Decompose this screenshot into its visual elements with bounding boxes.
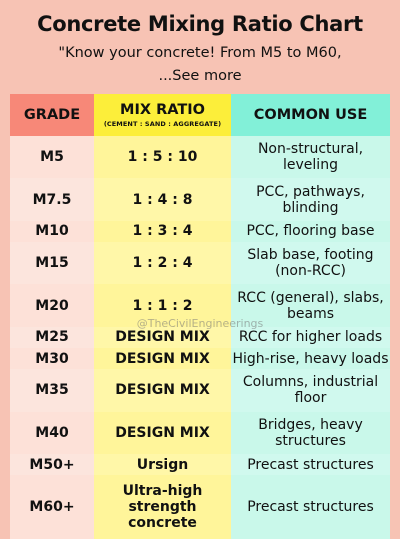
use-cell: Columns, industrial floor bbox=[231, 369, 390, 412]
table-row: M50+ Ursign Precast structures bbox=[10, 454, 390, 476]
table-row: M60+ Ultra-high strength concrete Precast … bbox=[10, 475, 390, 539]
mix-ratio-column-header: MIX RATIO (CEMENT : SAND : AGGREGATE) bbox=[94, 94, 231, 136]
table-row: M7.5 1 : 4 : 8 PCC, pathways, blinding bbox=[10, 178, 390, 221]
table-row: M40 DESIGN MIX Bridges, heavy structures bbox=[10, 411, 390, 455]
use-cell: Precast structures bbox=[231, 454, 390, 476]
use-cell: Non-structural, leveling bbox=[231, 136, 390, 179]
table-row: M10 1 : 3 : 4 PCC, flooring base bbox=[10, 220, 390, 243]
ratio-cell: 1 : 2 : 4 bbox=[94, 242, 231, 285]
grade-cell: M35 bbox=[10, 369, 94, 412]
table-row: M30 DESIGN MIX High-rise, heavy loads bbox=[10, 348, 390, 370]
table-row: M5 1 : 5 : 10 Non-structural, leveling bbox=[10, 136, 390, 179]
use-cell: RCC (general), slabs, beams bbox=[231, 284, 390, 327]
use-cell: High-rise, heavy loads bbox=[231, 348, 390, 370]
ratio-cell: 1 : 1 : 2 bbox=[94, 284, 231, 327]
caption-line: "Know your concrete! From M5 to M60, bbox=[58, 45, 342, 61]
grade-cell: M40 bbox=[10, 411, 94, 455]
grade-cell: M60+ bbox=[10, 475, 94, 539]
see-more-link[interactable]: ...See more bbox=[158, 68, 242, 84]
grade-cell: M15 bbox=[10, 242, 94, 285]
use-cell: Slab base, footing (non-RCC) bbox=[231, 242, 390, 285]
use-cell: PCC, pathways, blinding bbox=[231, 178, 390, 221]
table-row: M25 DESIGN MIX RCC for higher loads bbox=[10, 326, 390, 349]
use-cell: PCC, flooring base bbox=[231, 220, 390, 243]
ratio-cell: 1 : 4 : 8 bbox=[94, 178, 231, 221]
mix-ratio-header-note: (CEMENT : SAND : AGGREGATE) bbox=[103, 120, 222, 128]
mix-ratio-table: GRADE MIX RATIO (CEMENT : SAND : AGGREGA… bbox=[10, 94, 390, 539]
ratio-cell: DESIGN MIX bbox=[94, 348, 231, 370]
common-use-column-header: COMMON USE bbox=[231, 94, 390, 136]
ratio-cell: DESIGN MIX bbox=[94, 369, 231, 412]
grade-cell: M50+ bbox=[10, 454, 94, 476]
grade-cell: M7.5 bbox=[10, 178, 94, 221]
mix-ratio-header-label: MIX RATIO bbox=[120, 102, 205, 118]
table-header-row: GRADE MIX RATIO (CEMENT : SAND : AGGREGA… bbox=[10, 94, 390, 136]
ratio-cell: Ursign bbox=[94, 454, 231, 476]
use-cell: RCC for higher loads bbox=[231, 326, 390, 349]
grade-cell: M30 bbox=[10, 348, 94, 370]
grade-cell: M25 bbox=[10, 326, 94, 349]
ratio-cell: 1 : 5 : 10 bbox=[94, 136, 231, 179]
use-cell: Bridges, heavy structures bbox=[231, 411, 390, 455]
ratio-cell: DESIGN MIX bbox=[94, 326, 231, 349]
page-title: Concrete Mixing Ratio Chart bbox=[37, 12, 363, 36]
grade-column-header: GRADE bbox=[10, 94, 94, 136]
grade-cell: M20 bbox=[10, 284, 94, 327]
table-row: M20 1 : 1 : 2 RCC (general), slabs, beams bbox=[10, 284, 390, 327]
table-row: M15 1 : 2 : 4 Slab base, footing (non-RCC) bbox=[10, 242, 390, 285]
grade-cell: M10 bbox=[10, 220, 94, 243]
grade-cell: M5 bbox=[10, 136, 94, 179]
table-body: M5 1 : 5 : 10 Non-structural, leveling M7.5… bbox=[10, 136, 390, 539]
ratio-cell: DESIGN MIX bbox=[94, 411, 231, 455]
ratio-cell: 1 : 3 : 4 bbox=[94, 220, 231, 243]
table-row: M35 DESIGN MIX Columns, industrial floor bbox=[10, 369, 390, 412]
caption-text: "Know your concrete! From M5 to M60, ...… bbox=[0, 42, 400, 88]
ratio-cell: Ultra-high strength concrete bbox=[94, 475, 231, 539]
use-cell: Precast structures bbox=[231, 475, 390, 539]
